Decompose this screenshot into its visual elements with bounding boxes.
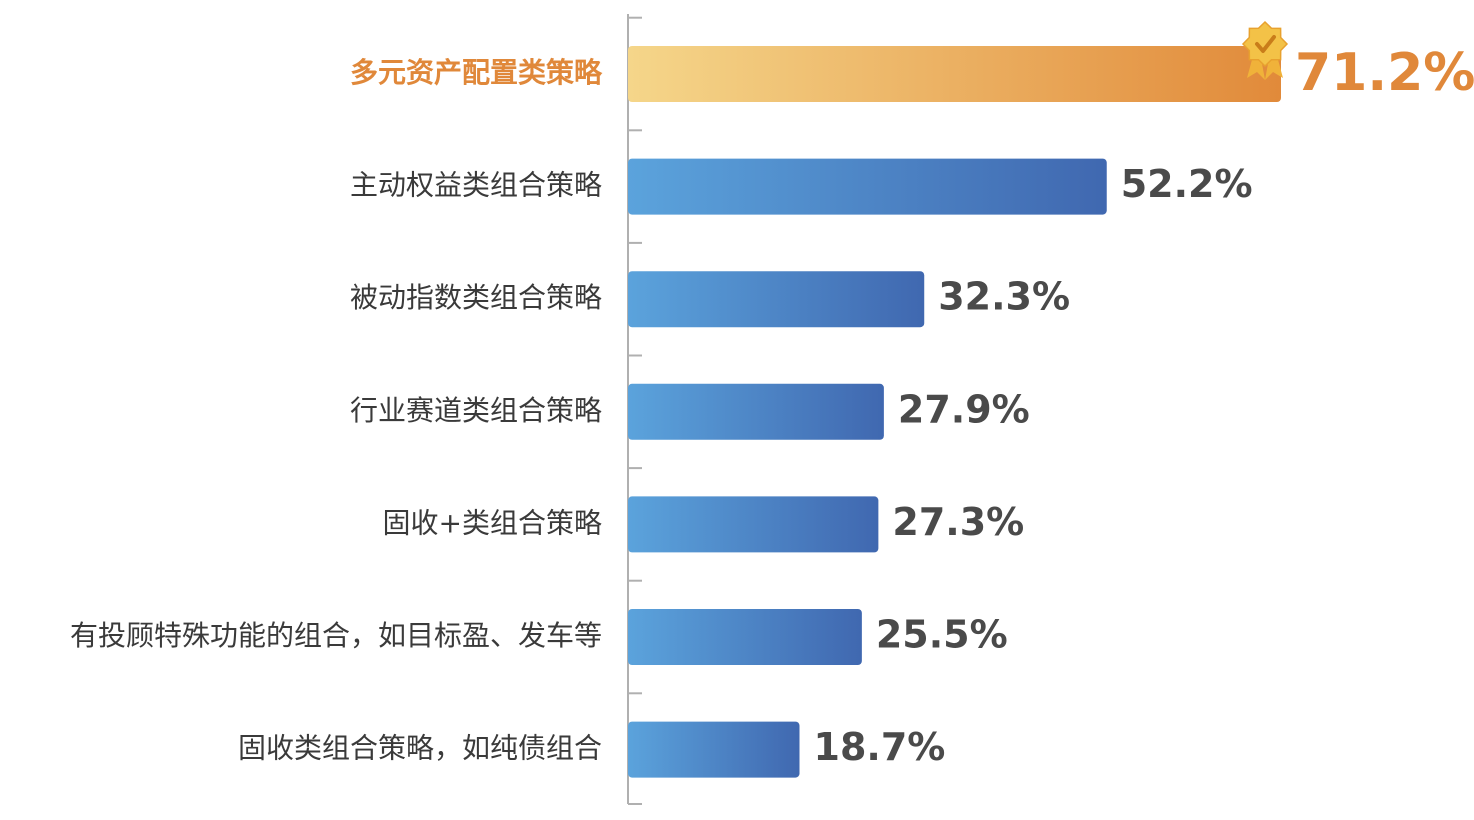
category-label: 有投顾特殊功能的组合，如目标盈、发车等 [70,619,602,652]
category-label: 固收类组合策略，如纯债组合 [238,732,602,765]
category-label: 被动指数类组合策略 [350,281,602,314]
bar [628,158,1107,215]
value-label: 52.2% [1121,162,1253,206]
bar [628,383,884,440]
badge-check-mark [1255,35,1276,53]
value-label: 71.2% [1295,43,1474,103]
value-label: 27.9% [898,387,1030,431]
bar [628,496,879,553]
value-label: 25.5% [876,613,1008,657]
category-label: 主动权益类组合策略 [350,169,602,202]
value-label: 32.3% [938,275,1070,319]
value-label: 18.7% [814,725,946,769]
bar [628,609,862,665]
category-label: 行业赛道类组合策略 [350,394,602,427]
badge-check-icon [1241,20,1289,80]
badge-seal [1241,20,1289,68]
bar [628,46,1281,102]
badge-ribbon [1247,56,1283,80]
bar [628,271,925,328]
bar [628,721,800,778]
category-label: 多元资产配置类策略 [350,56,603,89]
value-label: 27.3% [892,500,1024,544]
category-label: 固收+类组合策略 [383,506,602,539]
